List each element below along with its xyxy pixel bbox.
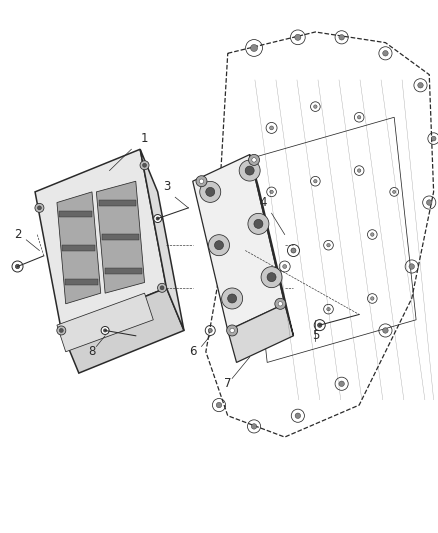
Polygon shape [60, 211, 92, 217]
Circle shape [254, 220, 263, 228]
Circle shape [295, 34, 301, 41]
Circle shape [283, 264, 286, 269]
Circle shape [418, 83, 423, 88]
Circle shape [248, 155, 260, 165]
Circle shape [314, 180, 317, 183]
Circle shape [15, 264, 20, 269]
Circle shape [251, 424, 257, 429]
Text: 4: 4 [259, 196, 267, 209]
Circle shape [371, 297, 374, 300]
Circle shape [409, 264, 414, 269]
Polygon shape [62, 245, 95, 251]
Circle shape [383, 51, 388, 56]
Text: 1: 1 [141, 132, 148, 145]
Polygon shape [250, 155, 293, 336]
Circle shape [392, 190, 396, 193]
Polygon shape [57, 192, 101, 304]
Text: 2: 2 [14, 228, 21, 241]
Circle shape [283, 328, 286, 333]
Circle shape [230, 328, 234, 333]
Circle shape [12, 261, 23, 272]
Circle shape [206, 188, 215, 196]
Polygon shape [99, 200, 136, 206]
Circle shape [357, 169, 361, 172]
Circle shape [57, 326, 66, 335]
Circle shape [261, 266, 282, 288]
Polygon shape [193, 155, 285, 330]
Circle shape [158, 284, 166, 292]
Polygon shape [140, 149, 184, 330]
Circle shape [383, 328, 388, 333]
Circle shape [216, 402, 222, 408]
Text: 6: 6 [189, 345, 197, 358]
Circle shape [239, 160, 260, 181]
Circle shape [327, 308, 330, 311]
Polygon shape [96, 181, 145, 293]
Circle shape [226, 325, 238, 336]
Circle shape [103, 329, 107, 332]
Circle shape [269, 126, 273, 130]
Circle shape [327, 244, 330, 247]
Circle shape [199, 179, 204, 183]
Circle shape [275, 298, 286, 309]
Circle shape [140, 161, 149, 169]
Circle shape [339, 381, 344, 386]
Circle shape [251, 44, 258, 52]
Circle shape [208, 328, 212, 333]
Circle shape [252, 233, 256, 236]
Circle shape [252, 158, 256, 162]
Circle shape [196, 176, 207, 187]
Circle shape [156, 217, 159, 220]
Circle shape [318, 323, 322, 327]
Polygon shape [61, 288, 184, 373]
Circle shape [222, 288, 243, 309]
Circle shape [228, 294, 237, 303]
Polygon shape [228, 304, 293, 362]
Circle shape [160, 286, 164, 290]
Circle shape [200, 181, 221, 203]
Polygon shape [35, 149, 166, 330]
Polygon shape [65, 279, 98, 285]
Circle shape [314, 320, 325, 330]
Circle shape [291, 248, 296, 253]
Circle shape [142, 163, 147, 167]
Circle shape [101, 326, 109, 335]
Text: 3: 3 [163, 180, 170, 193]
Text: 5: 5 [312, 329, 319, 342]
Circle shape [339, 35, 344, 40]
Circle shape [37, 206, 42, 210]
Circle shape [270, 190, 273, 193]
Circle shape [295, 413, 300, 418]
Circle shape [314, 105, 317, 108]
Polygon shape [102, 234, 139, 240]
Circle shape [357, 116, 361, 119]
Circle shape [215, 241, 223, 249]
Circle shape [245, 166, 254, 175]
Circle shape [35, 204, 44, 212]
Circle shape [267, 273, 276, 281]
Text: 8: 8 [88, 345, 95, 358]
Circle shape [371, 233, 374, 236]
Polygon shape [57, 293, 153, 352]
Polygon shape [105, 268, 142, 274]
Circle shape [248, 213, 269, 235]
Circle shape [59, 328, 64, 333]
Circle shape [431, 136, 436, 141]
Circle shape [154, 214, 162, 223]
Circle shape [208, 235, 230, 256]
Circle shape [427, 200, 432, 205]
Circle shape [278, 302, 283, 306]
Text: 7: 7 [224, 377, 232, 390]
